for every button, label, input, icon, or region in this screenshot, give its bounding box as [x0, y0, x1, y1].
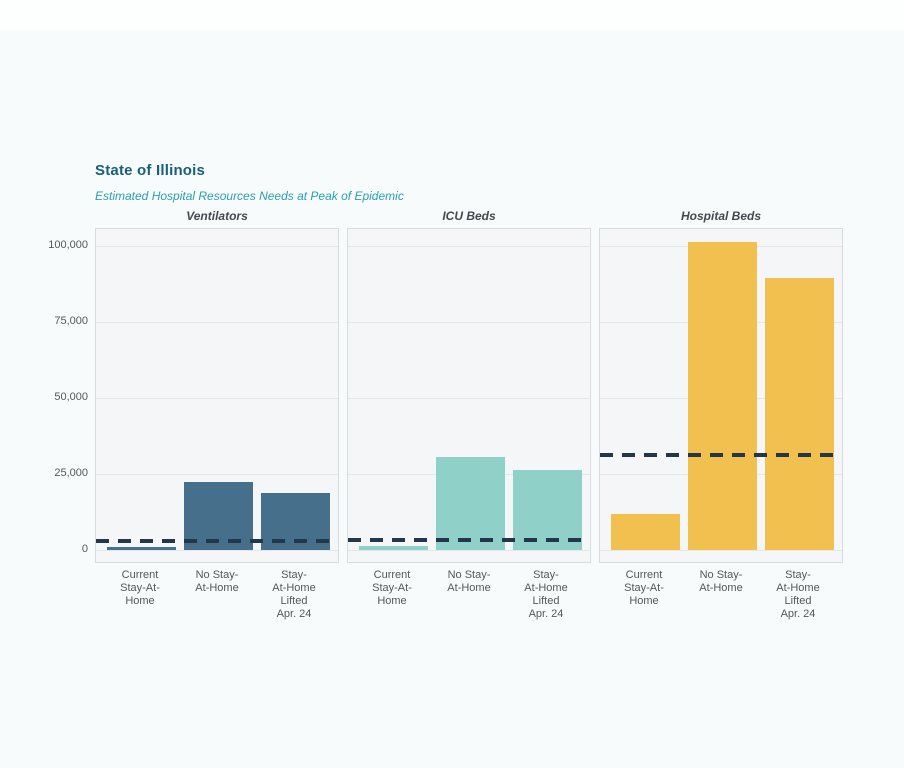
x-label-line: Home: [125, 595, 155, 607]
x-label-line: No Stay-: [447, 569, 491, 581]
gridline-100000: [348, 245, 590, 247]
x-label-line: Stay-At-: [372, 582, 412, 594]
y-tick-25000: 25,000: [54, 466, 88, 479]
x-label-line: Stay-At-: [624, 582, 664, 594]
panel-title-hospital-beds: Hospital Beds: [680, 209, 761, 223]
x-label-icu-beds-no-stay-at-home: No Stay- At-Home: [430, 569, 508, 595]
x-label-line: Lifted: [784, 595, 812, 607]
panel-title-ventilators: Ventilators: [186, 209, 248, 223]
x-label-hospital-beds-no-stay-at-home: No Stay- At-Home: [682, 569, 760, 595]
gridline-0: [348, 550, 590, 551]
y-tick-50000: 50,000: [54, 390, 88, 403]
gridline-50000: [348, 397, 590, 399]
x-label-line: Apr. 24: [528, 608, 564, 620]
x-label-line: At-Home: [699, 582, 743, 594]
x-label-line: Current: [625, 569, 663, 581]
panel-icu-beds: [347, 228, 591, 563]
hospital-beds-bar-stay-at-home-lifted-apr-24: [764, 278, 834, 550]
x-label-line: Stay-: [785, 569, 811, 581]
x-label-line: At-Home: [524, 582, 568, 594]
x-label-ventilators-stay-at-home-lifted-apr-24: Stay- At-Home Lifted Apr. 24: [255, 569, 333, 621]
x-label-line: No Stay-: [699, 569, 743, 581]
x-label-line: Stay-: [533, 569, 559, 581]
x-label-line: Stay-: [281, 569, 307, 581]
x-label-line: No Stay-: [195, 569, 239, 581]
x-label-line: Current: [373, 569, 411, 581]
x-label-line: Stay-At-: [120, 582, 160, 594]
x-label-hospital-beds-current-stay-at-home: Current Stay-At- Home: [605, 569, 683, 608]
x-label-line: At-Home: [195, 582, 239, 594]
y-tick-100000: 100,000: [48, 238, 88, 251]
panel-ventilators: [95, 228, 339, 563]
chart-title: State of Illinois: [95, 162, 206, 179]
x-label-icu-beds-current-stay-at-home: Current Stay-At- Home: [353, 569, 431, 608]
gridline-75000: [96, 321, 338, 323]
y-tick-0: 0: [81, 543, 88, 555]
icu-beds-bar-current-stay-at-home: [358, 546, 428, 550]
chart-subtitle: Estimated Hospital Resources Needs at Pe…: [95, 189, 404, 203]
top-whitespace-band: [0, 0, 904, 30]
ventilators-bar-current-stay-at-home: [106, 546, 176, 550]
hospital-beds-bar-no-stay-at-home: [687, 241, 757, 550]
x-label-line: At-Home: [776, 582, 820, 594]
x-label-line: Lifted: [532, 595, 560, 607]
x-label-hospital-beds-stay-at-home-lifted-apr-24: Stay- At-Home Lifted Apr. 24: [759, 569, 837, 621]
x-label-line: Lifted: [280, 595, 308, 607]
icu-beds-capacity-line: [348, 537, 590, 542]
x-label-line: Apr. 24: [276, 608, 312, 620]
gridline-0: [600, 550, 842, 551]
panel-title-icu-beds: ICU Beds: [442, 209, 496, 223]
x-label-line: Apr. 24: [780, 608, 816, 620]
ventilators-capacity-line: [96, 538, 338, 543]
icu-beds-bar-no-stay-at-home: [435, 456, 505, 550]
gridline-75000: [348, 321, 590, 323]
x-label-line: Current: [121, 569, 159, 581]
x-label-line: Home: [629, 595, 659, 607]
x-label-line: Home: [377, 595, 407, 607]
gridline-50000: [96, 397, 338, 399]
gridline-100000: [96, 245, 338, 247]
gridline-25000: [96, 473, 338, 475]
gridline-0: [96, 550, 338, 551]
panel-hospital-beds: [599, 228, 843, 563]
x-label-line: At-Home: [447, 582, 491, 594]
x-label-line: At-Home: [272, 582, 316, 594]
icu-beds-bar-stay-at-home-lifted-apr-24: [512, 470, 582, 550]
x-label-ventilators-no-stay-at-home: No Stay- At-Home: [178, 569, 256, 595]
hospital-beds-bar-current-stay-at-home: [610, 514, 680, 550]
ventilators-bar-no-stay-at-home: [183, 482, 253, 550]
hospital-beds-capacity-line: [600, 453, 842, 458]
y-tick-75000: 75,000: [54, 314, 88, 327]
x-label-icu-beds-stay-at-home-lifted-apr-24: Stay- At-Home Lifted Apr. 24: [507, 569, 585, 621]
x-label-ventilators-current-stay-at-home: Current Stay-At- Home: [101, 569, 179, 608]
